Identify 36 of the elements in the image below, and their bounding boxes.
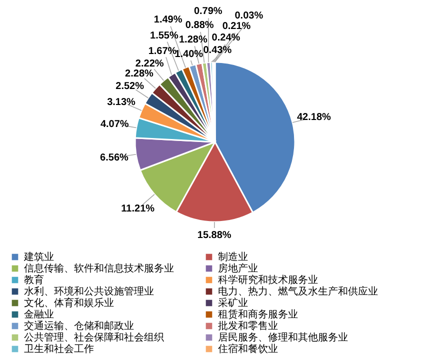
data-label: 2.22% — [135, 58, 164, 70]
data-label: 4.07% — [100, 118, 129, 130]
data-label: 0.88% — [185, 20, 214, 32]
legend-label: 交通运输、仓储和邮政业 — [24, 320, 134, 332]
legend-label: 房地产业 — [218, 262, 258, 274]
legend-label: 采矿业 — [218, 297, 248, 309]
legend-label: 科学研究和技术服务业 — [218, 274, 318, 286]
data-label: 0.03% — [234, 10, 264, 22]
data-label: 0.43% — [203, 45, 232, 56]
legend-label: 租赁和商务服务业 — [218, 308, 298, 320]
legend-label: 公共管理、社会保障和社会组织 — [24, 332, 164, 344]
data-label: 0.24% — [212, 32, 240, 44]
legend-label: 教育 — [24, 274, 44, 286]
legend-label: 水利、环境和公共设施管理业 — [24, 286, 154, 298]
data-label: 0.21% — [222, 20, 251, 32]
data-label: 6.56% — [100, 152, 129, 164]
legend-label: 居民服务、修理和其他服务业 — [218, 332, 348, 344]
data-label: 1.55% — [150, 30, 178, 42]
data-label: 0.79% — [194, 6, 222, 18]
legend-label: 建筑业 — [23, 251, 54, 263]
legend-label: 电力、热力、燃气及水生产和供应业 — [218, 286, 378, 298]
data-label: 1.49% — [154, 14, 182, 26]
legend-label: 住宿和餐饮业 — [218, 343, 278, 355]
data-label: 15.88% — [197, 230, 232, 241]
data-label: 11.21% — [121, 204, 155, 215]
data-label: 2.52% — [116, 80, 144, 92]
data-label: 2.28% — [125, 68, 154, 80]
data-label: 1.28% — [178, 34, 208, 46]
legend-label: 批发和零售业 — [218, 320, 278, 332]
legend-label: 制造业 — [218, 251, 248, 263]
legend-label: 金融业 — [24, 308, 54, 320]
data-label: 3.13% — [107, 96, 136, 108]
legend-label: 信息传输、软件和信息技术服务业 — [24, 262, 174, 274]
legend-label: 文化、体育和娱乐业 — [24, 297, 114, 309]
data-label: 42.18% — [296, 112, 331, 124]
legend-label: 卫生和社会工作 — [24, 343, 94, 355]
